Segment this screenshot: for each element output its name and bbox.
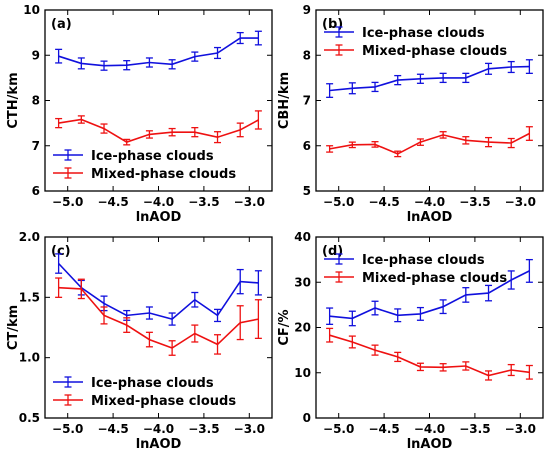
- panel-label: (a): [51, 17, 72, 32]
- panel-label: (d): [322, 244, 343, 259]
- x-tick-label: −5.0: [323, 422, 354, 436]
- x-axis-title: lnAOD: [136, 210, 182, 225]
- x-tick-label: −4.5: [97, 195, 128, 209]
- legend-entry-label: Ice-phase clouds: [91, 376, 214, 391]
- y-tick-label: 7: [32, 139, 40, 153]
- series-ice-phase: [55, 30, 262, 71]
- x-tick-label: −4.0: [414, 195, 445, 209]
- x-tick-label: −5.0: [52, 422, 83, 436]
- x-tick-label: −3.5: [188, 195, 219, 209]
- x-axis-title: lnAOD: [407, 437, 453, 452]
- series-line: [329, 270, 530, 320]
- series-line: [329, 132, 530, 155]
- series-ice-phase: [326, 258, 533, 327]
- x-tick-label: −4.5: [368, 422, 399, 436]
- panel-label: (c): [51, 244, 71, 259]
- y-tick-label: 20: [294, 321, 311, 335]
- series-line: [329, 65, 530, 92]
- x-tick-label: −5.0: [323, 195, 354, 209]
- y-tick-label: 6: [303, 139, 311, 153]
- x-tick-label: −4.0: [143, 195, 174, 209]
- chart-panel-c: −5.0 −4.5 −4.0 −3.5 −3.0 0.5 1.0 1.5 2.0 lnAOD CT/…: [6, 230, 273, 452]
- legend: Ice-phase clouds Mixed-phase clouds: [53, 376, 236, 409]
- legend: Ice-phase clouds Mixed-phase clouds: [324, 253, 507, 286]
- y-axis-title: CT/km: [6, 305, 21, 350]
- x-tick-label: −3.5: [188, 422, 219, 436]
- y-tick-label: 5: [303, 184, 311, 198]
- x-tick-label: −3.0: [234, 195, 265, 209]
- y-tick-label: 0: [303, 411, 311, 425]
- series-mixed-phase: [55, 277, 262, 356]
- y-tick-label: 1.0: [19, 351, 40, 365]
- y-tick-label: 0.5: [19, 411, 40, 425]
- chart-panel-d: −5.0 −4.5 −4.0 −3.5 −3.0 0 10 20 30 40 lnAOD CF/% (d…: [277, 230, 544, 452]
- y-tick-label: 1.5: [19, 290, 40, 304]
- y-axis-title: CBH/km: [277, 72, 292, 129]
- x-tick-label: −4.5: [97, 422, 128, 436]
- series-mixed-phase: [55, 110, 262, 146]
- x-tick-label: −3.5: [459, 195, 490, 209]
- x-tick-label: −3.0: [505, 195, 536, 209]
- y-tick-label: 7: [303, 94, 311, 108]
- y-tick-label: 6: [32, 184, 40, 198]
- series-mixed-phase: [326, 327, 533, 381]
- x-tick-label: −3.0: [234, 422, 265, 436]
- x-tick-label: −4.0: [414, 422, 445, 436]
- y-tick-label: 40: [294, 230, 311, 244]
- y-tick-label: 30: [294, 275, 311, 289]
- panel-label: (b): [322, 17, 343, 32]
- y-tick-label: 2.0: [19, 230, 40, 244]
- legend-entry-label: Ice-phase clouds: [362, 253, 485, 268]
- y-axis-title: CTH/km: [6, 72, 21, 128]
- legend-entry-label: Ice-phase clouds: [362, 26, 485, 41]
- y-axis-title: CF/%: [277, 309, 292, 345]
- series-line: [58, 37, 259, 67]
- series-ice-phase: [326, 59, 533, 98]
- legend-entry-label: Mixed-phase clouds: [362, 271, 507, 286]
- y-tick-label: 10: [23, 3, 40, 17]
- legend-entry-label: Mixed-phase clouds: [91, 167, 236, 182]
- y-tick-label: 9: [303, 3, 311, 17]
- chart-panel-b: −5.0 −4.5 −4.0 −3.5 −3.056789lnAODCBH/km(b)I…: [277, 3, 544, 225]
- x-tick-label: −3.0: [505, 422, 536, 436]
- series-line: [58, 118, 259, 143]
- legend-entry-label: Mixed-phase clouds: [91, 394, 236, 409]
- legend-entry-label: Mixed-phase clouds: [362, 44, 507, 59]
- series-line: [58, 262, 259, 320]
- series-ice-phase: [55, 253, 262, 326]
- series-mixed-phase: [326, 126, 533, 158]
- x-tick-label: −4.0: [143, 422, 174, 436]
- x-axis-title: lnAOD: [407, 210, 453, 225]
- legend: Ice-phase clouds Mixed-phase clouds: [324, 26, 507, 59]
- x-axis-title: lnAOD: [136, 437, 182, 452]
- legend-entry-label: Ice-phase clouds: [91, 149, 214, 164]
- series-line: [58, 286, 259, 349]
- x-tick-label: −5.0: [52, 195, 83, 209]
- chart-panel-a: −5.0 −4.5 −4.0 −3.5 −3.0 6 7 8 9 10 lnAOD CTH/km (a)…: [6, 3, 273, 225]
- y-tick-label: 9: [32, 48, 40, 62]
- x-tick-label: −4.5: [368, 195, 399, 209]
- y-tick-label: 8: [32, 94, 40, 108]
- series-line: [329, 334, 530, 377]
- x-tick-label: −3.5: [459, 422, 490, 436]
- y-tick-label: 10: [294, 366, 311, 380]
- legend: Ice-phase clouds Mixed-phase clouds: [53, 149, 236, 182]
- y-tick-label: 8: [303, 48, 311, 62]
